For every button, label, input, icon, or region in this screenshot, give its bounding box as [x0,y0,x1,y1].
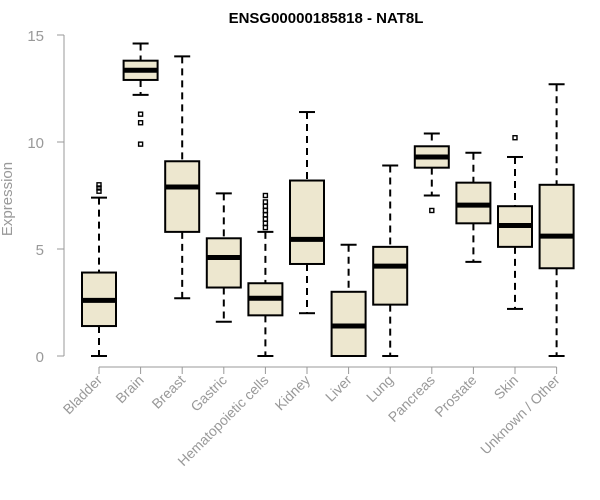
y-tick-label: 15 [27,28,44,45]
y-tick-label: 0 [36,349,44,366]
outlier-point [262,207,269,214]
box-skin [497,135,533,310]
box-hematopoietic-cells [247,192,284,357]
outlier-point [262,224,269,231]
outlier-point [512,135,518,141]
x-tick-label: Brain [112,372,146,406]
x-tick-label: Bladder [60,372,106,418]
outlier-point [262,192,269,199]
iqr-box [372,245,409,306]
outlier-point [137,120,144,126]
box-lung [372,164,409,357]
y-tick-label: 5 [36,242,44,259]
outlier-point [262,199,269,205]
x-tick-label: Breast [148,372,188,412]
x-tick-label: Lung [363,372,396,405]
box-bladder [81,182,117,357]
box-breast [164,55,201,300]
boxes [81,42,575,357]
x-tick-label: Kidney [272,372,314,414]
y-axis-label: Expression [0,162,16,236]
outlier-point [262,203,269,209]
box-kidney [289,111,325,315]
box-brain [122,42,159,147]
box-pancreas [413,132,450,214]
box-liver [330,243,367,357]
x-tick-label: Prostate [431,372,479,420]
y-tick-label: 10 [27,135,44,152]
outlier-point [262,220,269,227]
outlier-point [262,212,269,218]
outlier-point [96,188,102,194]
iqr-box [289,179,325,265]
box-prostate [455,151,492,263]
box-unknown-other [538,83,575,357]
x-tick-label: Unknown / Other [477,372,563,458]
x-tick-label: Skin [491,372,522,403]
iqr-box [538,183,575,270]
outlier-point [429,207,435,214]
outlier-point [137,141,144,147]
outlier-point [262,216,269,222]
axes: 0 5 10 15 [27,28,558,374]
chart-title: ENSG00000185818 - NAT8L [229,10,424,27]
outlier-point [96,182,102,188]
outlier-point [137,111,144,117]
iqr-box [164,160,201,233]
x-tick-label: Liver [322,372,355,405]
outlier-point [96,185,102,191]
box-gastric [205,192,242,323]
iqr-box [205,237,242,289]
